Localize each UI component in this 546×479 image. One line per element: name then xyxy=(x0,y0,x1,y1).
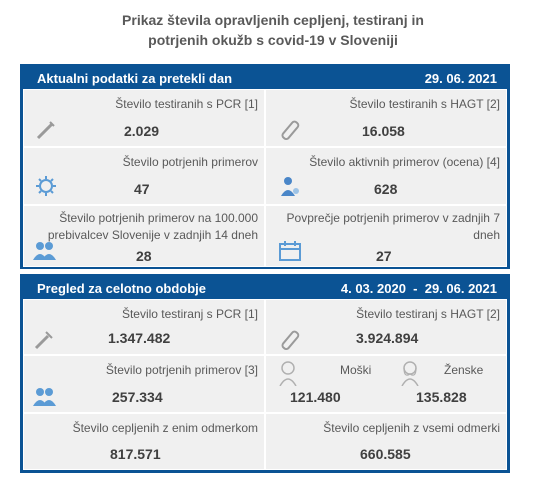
syringe-icon xyxy=(36,121,55,140)
total-hagt-label: Število testiranj s HAGT [2] xyxy=(356,307,500,321)
female-icon xyxy=(401,361,419,386)
people-icon xyxy=(33,388,56,406)
daily-per100k-label: Število potrjenih primerov na 100.000 pr… xyxy=(47,211,258,242)
daily-avg7-card: Povprečje potrjenih primerov v zadnjih 7… xyxy=(265,205,507,267)
people-icon xyxy=(33,242,56,260)
daily-pcr-label: Število testiranih s PCR [1] xyxy=(115,97,258,111)
daily-avg7-value: 27 xyxy=(376,248,392,264)
overall-panel: Pregled za celotno obdobje 4. 03. 2020 -… xyxy=(20,274,510,473)
daily-per100k-value: 28 xyxy=(136,248,152,264)
syringe-icon xyxy=(34,331,53,350)
daily-confirmed-card: Število potrjenih primerov 47 xyxy=(23,147,265,205)
total-confirmed-card: Število potrjenih primerov [3] 257.334 xyxy=(23,355,265,413)
daily-pcr-card: Število testiranih s PCR [1] 2.029 xyxy=(23,89,265,147)
person-icon xyxy=(281,177,299,196)
total-pcr-value: 1.347.482 xyxy=(108,330,171,346)
one-dose-value: 817.571 xyxy=(110,446,161,462)
total-confirmed-label: Število potrjenih primerov [3] xyxy=(105,363,258,377)
female-label: Ženske xyxy=(444,363,484,377)
daily-panel-title: Aktualni podatki za pretekli dan xyxy=(37,70,233,86)
virus-icon xyxy=(36,176,56,196)
overall-panel-title: Pregled za celotno obdobje xyxy=(37,280,207,296)
male-label: Moški xyxy=(340,363,372,377)
total-pcr-label: Število testiranj s PCR [1] xyxy=(121,307,258,321)
page-title: Prikaz števila opravljenih cepljenj, tes… xyxy=(122,12,424,48)
all-doses-label: Število cepljenih z vsemi odmerki xyxy=(323,421,500,435)
daily-pcr-value: 2.029 xyxy=(124,123,160,139)
overall-panel-header: Pregled za celotno obdobje 4. 03. 2020 -… xyxy=(23,277,507,299)
all-doses-card: Število cepljenih z vsemi odmerki 660.58… xyxy=(265,413,507,470)
test-tube-icon xyxy=(281,120,300,141)
daily-active-card: Število aktivnih primerov (ocena) [4] 62… xyxy=(265,147,507,205)
male-icon xyxy=(279,361,297,386)
total-confirmed-value: 257.334 xyxy=(112,389,163,405)
daily-per100k-card: Število potrjenih primerov na 100.000 pr… xyxy=(23,205,265,267)
total-pcr-card: Število testiranj s PCR [1] 1.347.482 xyxy=(23,299,265,355)
gender-card: Moški 121.480 Ženske 135.828 xyxy=(265,355,507,413)
daily-hagt-label: Število testiranih s HAGT [2] xyxy=(349,97,500,111)
total-hagt-value: 3.924.894 xyxy=(356,330,419,346)
test-tube-icon xyxy=(281,330,300,351)
daily-panel: Aktualni podatki za pretekli dan 29. 06.… xyxy=(20,64,510,269)
daily-hagt-value: 16.058 xyxy=(362,123,405,139)
calendar-icon xyxy=(279,241,301,261)
overall-panel-date-range: 4. 03. 2020 - 29. 06. 2021 xyxy=(340,280,497,296)
one-dose-card: Število cepljenih z enim odmerkom 817.57… xyxy=(23,413,265,470)
daily-active-label: Število aktivnih primerov (ocena) [4] xyxy=(309,155,500,169)
daily-confirmed-label: Število potrjenih primerov xyxy=(122,155,258,169)
daily-hagt-card: Število testiranih s HAGT [2] 16.058 xyxy=(265,89,507,147)
daily-active-value: 628 xyxy=(374,181,398,197)
male-value: 121.480 xyxy=(290,389,341,405)
daily-panel-header: Aktualni podatki za pretekli dan 29. 06.… xyxy=(23,67,507,89)
one-dose-label: Število cepljenih z enim odmerkom xyxy=(72,421,258,435)
all-doses-value: 660.585 xyxy=(360,446,411,462)
daily-confirmed-value: 47 xyxy=(134,181,150,197)
daily-avg7-label: Povprečje potrjenih primerov v zadnjih 7… xyxy=(286,211,500,242)
daily-panel-date: 29. 06. 2021 xyxy=(424,70,497,86)
female-value: 135.828 xyxy=(416,389,467,405)
total-hagt-card: Število testiranj s HAGT [2] 3.924.894 xyxy=(265,299,507,355)
